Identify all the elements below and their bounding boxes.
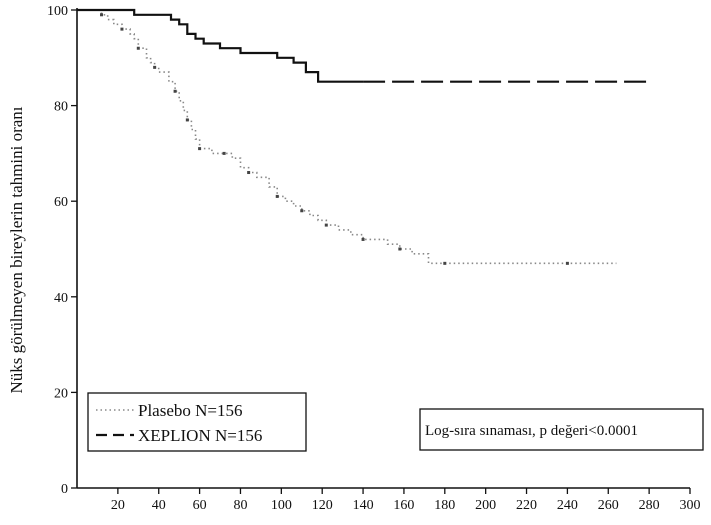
legend-label-xeplion: XEPLION N=156 (138, 426, 262, 445)
x-tick-label: 40 (152, 498, 166, 513)
censor-mark (120, 27, 124, 31)
series-1 (77, 8, 650, 83)
censor-mark (153, 65, 157, 69)
censor-mark (443, 261, 447, 265)
x-tick-label: 200 (475, 498, 496, 513)
test-annotation: Log-sıra sınaması, p değeri<0.0001 (419, 408, 704, 451)
censor-mark (198, 147, 202, 151)
y-tick-label: 100 (47, 4, 68, 19)
axes: 0 20 40 60 80 100 20 40 60 80 100 120 140 160 180 200 22… (47, 4, 701, 513)
x-tick-label: 100 (271, 498, 292, 513)
censor-mark (173, 89, 177, 93)
annotation-box (419, 408, 704, 451)
x-tick-label: 80 (233, 498, 247, 513)
x-tick-label: 120 (312, 498, 333, 513)
x-tick-label: 240 (557, 498, 578, 513)
censor-mark (136, 46, 140, 50)
series-layer (77, 8, 650, 265)
censor-mark (247, 171, 251, 175)
x-tick-label: 220 (516, 498, 537, 513)
x-tick-label: 260 (598, 498, 619, 513)
series-line (77, 9, 617, 265)
legend: Plasebo N=156 XEPLION N=156 (87, 392, 307, 452)
y-tick-label: 80 (54, 100, 68, 115)
censor-mark (565, 261, 569, 265)
x-tick-label: 60 (193, 498, 207, 513)
y-tick-label: 0 (61, 482, 68, 497)
legend-box (87, 392, 307, 452)
series-line-solid (77, 8, 364, 83)
y-axis-title: Nüks görülmeyen bireylerin tahmini oranı (7, 106, 26, 393)
y-tick-label: 20 (54, 386, 68, 401)
censor-mark (324, 223, 328, 227)
censor-mark (361, 237, 365, 241)
x-tick-label: 160 (393, 498, 414, 513)
series-0 (77, 9, 617, 265)
censor-mark (398, 247, 402, 251)
annotation-text: Log-sıra sınaması, p değeri<0.0001 (425, 423, 638, 439)
legend-label-plasebo: Plasebo N=156 (138, 401, 243, 420)
x-tick-label: 20 (111, 498, 125, 513)
censor-mark (275, 194, 279, 198)
y-tick-label: 40 (54, 291, 68, 306)
censor-mark (300, 209, 304, 213)
x-tick-label: 140 (353, 498, 374, 513)
x-tick-label: 280 (639, 498, 660, 513)
x-tick-label: 300 (680, 498, 701, 513)
censor-mark (100, 13, 104, 17)
x-tick-label: 180 (434, 498, 455, 513)
censor-mark (222, 151, 226, 155)
censor-mark (185, 118, 189, 122)
y-tick-label: 60 (54, 195, 68, 210)
